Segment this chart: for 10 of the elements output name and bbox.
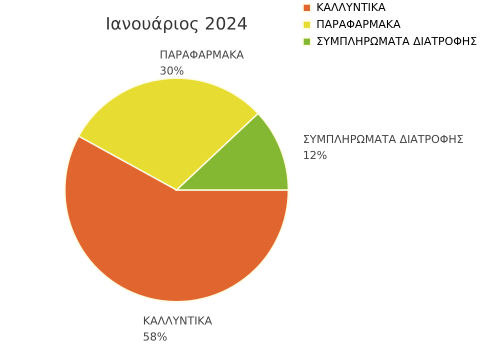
slice-label: ΠΑΡΑΦΑΡΜΑΚΑ	[160, 48, 244, 62]
data-label: 58%	[142, 330, 168, 344]
slice-label: ΚΑΛΛΥΝΤΙΚΑ	[142, 314, 213, 328]
legend-label: ΠΑΡΑΦΑΡΜΑΚΑ	[316, 18, 402, 31]
legend-label: ΚΑΛΛΥΝΤΙΚΑ	[316, 0, 386, 14]
data-label: 12%	[302, 148, 328, 162]
text: Ιανουάριος 2024	[105, 13, 248, 34]
legend-label: ΣΥΜΠΛΗΡΩΜΑΤΑ ΔΙΑΤΡΟΦΗΣ	[316, 34, 478, 48]
data-label: 30%	[160, 64, 184, 78]
slice-label: ΣΥΜΠΛΗΡΩΜΑΤΑ ΔΙΑΤΡΟΦΗΣ	[302, 132, 464, 146]
